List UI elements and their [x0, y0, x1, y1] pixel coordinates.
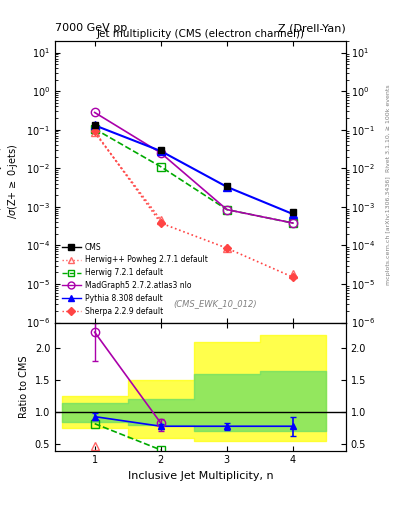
- Text: 7000 GeV pp: 7000 GeV pp: [55, 23, 127, 33]
- Legend: CMS, Herwig++ Powheg 2.7.1 default, Herwig 7.2.1 default, MadGraph5 2.7.2.atlas3: CMS, Herwig++ Powheg 2.7.1 default, Herw…: [59, 240, 211, 319]
- Y-axis label: Ratio to CMS: Ratio to CMS: [19, 355, 29, 418]
- Text: Z (Drell-Yan): Z (Drell-Yan): [278, 23, 346, 33]
- Text: Rivet 3.1.10, ≥ 100k events: Rivet 3.1.10, ≥ 100k events: [386, 84, 391, 172]
- Text: mcplots.cern.ch [arXiv:1306.3436]: mcplots.cern.ch [arXiv:1306.3436]: [386, 176, 391, 285]
- Title: Jet multiplicity (CMS (electron channel)): Jet multiplicity (CMS (electron channel)…: [96, 29, 305, 39]
- Y-axis label: $\sigma$(Z+$\geq$ n-jets)
/$\sigma$(Z+$\geq$ 0-jets): $\sigma$(Z+$\geq$ n-jets) /$\sigma$(Z+$\…: [0, 144, 20, 220]
- Text: (CMS_EWK_10_012): (CMS_EWK_10_012): [173, 300, 257, 308]
- X-axis label: Inclusive Jet Multiplicity, n: Inclusive Jet Multiplicity, n: [128, 471, 273, 481]
